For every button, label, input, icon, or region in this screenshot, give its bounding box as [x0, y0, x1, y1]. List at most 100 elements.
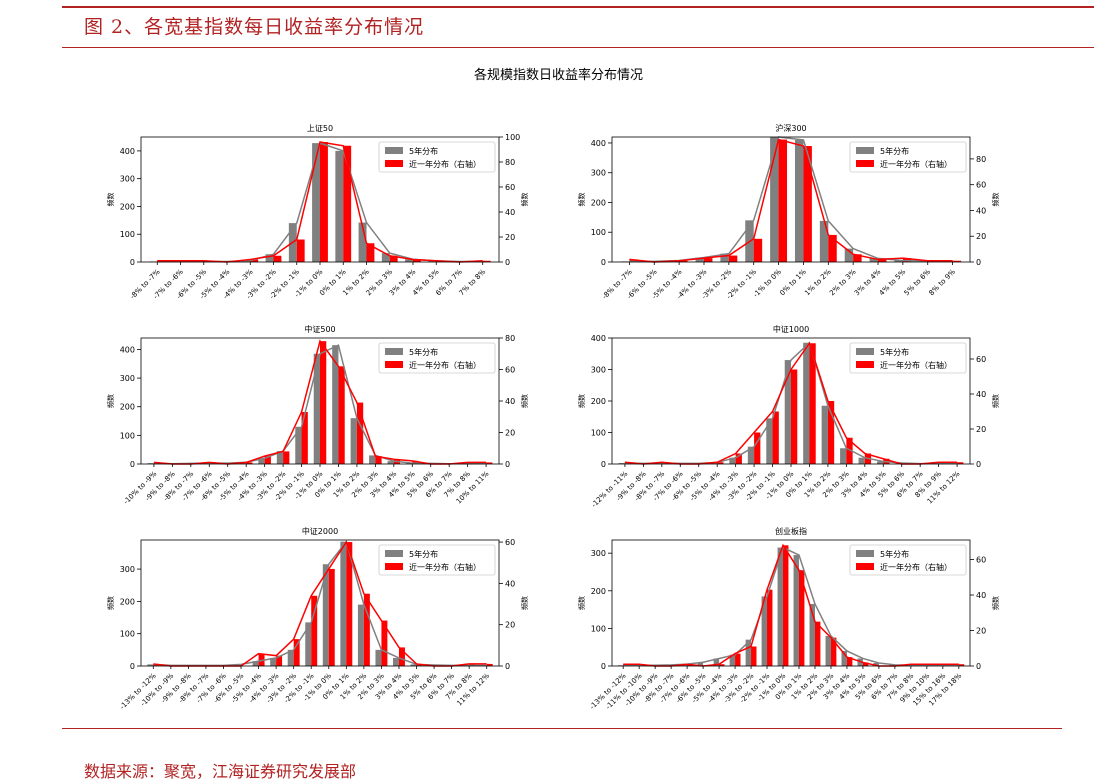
- y-tick-label: 100: [591, 228, 606, 237]
- y-right-tick-label: 40: [505, 397, 515, 406]
- bar-five-year: [312, 143, 320, 262]
- y-right-tick-label: 80: [505, 334, 515, 343]
- bar-five-year: [858, 457, 865, 464]
- legend-box: [849, 342, 967, 374]
- y-right-tick-label: 60: [976, 556, 986, 565]
- bar-one-year: [264, 456, 271, 464]
- y-right-tick-label: 0: [505, 258, 510, 267]
- bar-five-year: [840, 448, 847, 464]
- y-tick-label: 200: [591, 397, 606, 406]
- legend-swatch-five-year: [385, 550, 403, 557]
- bar-five-year: [405, 463, 413, 464]
- y-tick-label: 300: [120, 565, 135, 574]
- chart-title: 上证50: [307, 124, 333, 133]
- bar-one-year: [767, 589, 773, 666]
- bar-one-year: [398, 647, 405, 666]
- bar-one-year: [827, 401, 835, 464]
- bar-one-year: [296, 239, 305, 262]
- bar-five-year: [695, 257, 704, 262]
- bar-one-year: [719, 664, 725, 666]
- line-one-year: [629, 138, 953, 263]
- legend-label-one-year: 近一年分布（右轴）: [409, 562, 481, 572]
- bar-one-year: [862, 662, 869, 666]
- legend-box: [849, 544, 967, 576]
- y-right-tick-label: 60: [505, 538, 515, 547]
- y-tick-label: 400: [120, 147, 135, 156]
- bar-five-year: [276, 451, 284, 464]
- bar-one-year: [356, 402, 364, 464]
- bar-one-year: [798, 570, 805, 666]
- y-tick-label: 300: [591, 366, 606, 375]
- y-right-axis-label: 频数: [520, 394, 529, 408]
- bar-five-year: [713, 658, 720, 666]
- bar-five-year: [147, 664, 154, 666]
- y-axis-label: 频数: [577, 193, 586, 207]
- y-right-tick-label: 20: [505, 621, 515, 630]
- y-tick-label: 200: [120, 597, 135, 606]
- y-right-tick-label: 0: [976, 662, 981, 671]
- bar-one-year: [486, 663, 493, 666]
- legend-label-five-year: 5年分布: [409, 347, 438, 357]
- line-one-year: [157, 141, 483, 263]
- bar-five-year: [745, 639, 752, 666]
- bar-one-year: [412, 259, 421, 262]
- bar-one-year: [283, 451, 290, 464]
- y-tick-label: 200: [120, 403, 135, 412]
- bar-one-year: [846, 437, 853, 464]
- bar-one-year: [320, 142, 328, 262]
- y-tick-label: 200: [120, 202, 135, 211]
- y-right-axis-label: 频数: [520, 596, 529, 610]
- bar-one-year: [703, 258, 713, 262]
- bar-one-year: [273, 255, 282, 262]
- bar-one-year: [830, 637, 837, 666]
- bar-one-year: [735, 653, 741, 666]
- bar-one-year: [482, 260, 491, 262]
- y-tick-label: 100: [120, 630, 135, 639]
- bar-one-year: [803, 146, 812, 262]
- legend-label-five-year: 5年分布: [409, 146, 438, 156]
- y-tick-label: 400: [591, 139, 606, 148]
- bar-five-year: [766, 418, 773, 464]
- chart-title: 中证2000: [302, 526, 338, 536]
- legend-box: [378, 141, 496, 173]
- bar-five-year: [393, 657, 399, 666]
- y-tick-label: 100: [591, 429, 606, 438]
- bar-one-year: [375, 456, 382, 464]
- y-right-tick-label: 20: [505, 429, 515, 438]
- bar-five-year: [270, 657, 277, 666]
- bar-five-year: [405, 259, 413, 262]
- legend-label-one-year: 近一年分布（右轴）: [409, 159, 481, 169]
- y-tick-label: 300: [591, 549, 606, 558]
- bar-five-year: [258, 458, 265, 464]
- chart-title: 沪深300: [775, 123, 806, 133]
- y-right-tick-label: 80: [976, 155, 986, 164]
- y-right-tick-label: 20: [976, 425, 986, 434]
- bar-five-year: [358, 222, 367, 262]
- bar-one-year: [486, 462, 493, 464]
- legend-swatch-one-year: [385, 563, 403, 570]
- bar-five-year: [809, 603, 815, 666]
- y-tick-label: 0: [130, 460, 135, 469]
- bar-five-year: [618, 463, 625, 464]
- bar-one-year: [753, 238, 763, 262]
- legend-swatch-one-year: [385, 361, 403, 368]
- y-right-tick-label: 100: [505, 133, 520, 142]
- bar-five-year: [825, 635, 831, 666]
- bar-one-year: [853, 254, 862, 262]
- y-right-tick-label: 60: [505, 183, 515, 192]
- legend-swatch-five-year: [856, 348, 874, 355]
- plot-frame: [611, 136, 971, 263]
- bar-one-year: [258, 653, 265, 666]
- y-right-tick-label: 0: [976, 460, 981, 469]
- y-right-axis-label: 频数: [991, 394, 1000, 408]
- bar-five-year: [252, 661, 259, 666]
- chart-title: 中证1000: [773, 324, 809, 334]
- bar-one-year: [328, 568, 335, 666]
- bar-five-year: [322, 564, 329, 666]
- y-right-tick-label: 20: [505, 233, 515, 242]
- y-tick-label: 0: [601, 258, 606, 267]
- bar-one-year: [679, 260, 688, 262]
- bar-five-year: [793, 555, 799, 666]
